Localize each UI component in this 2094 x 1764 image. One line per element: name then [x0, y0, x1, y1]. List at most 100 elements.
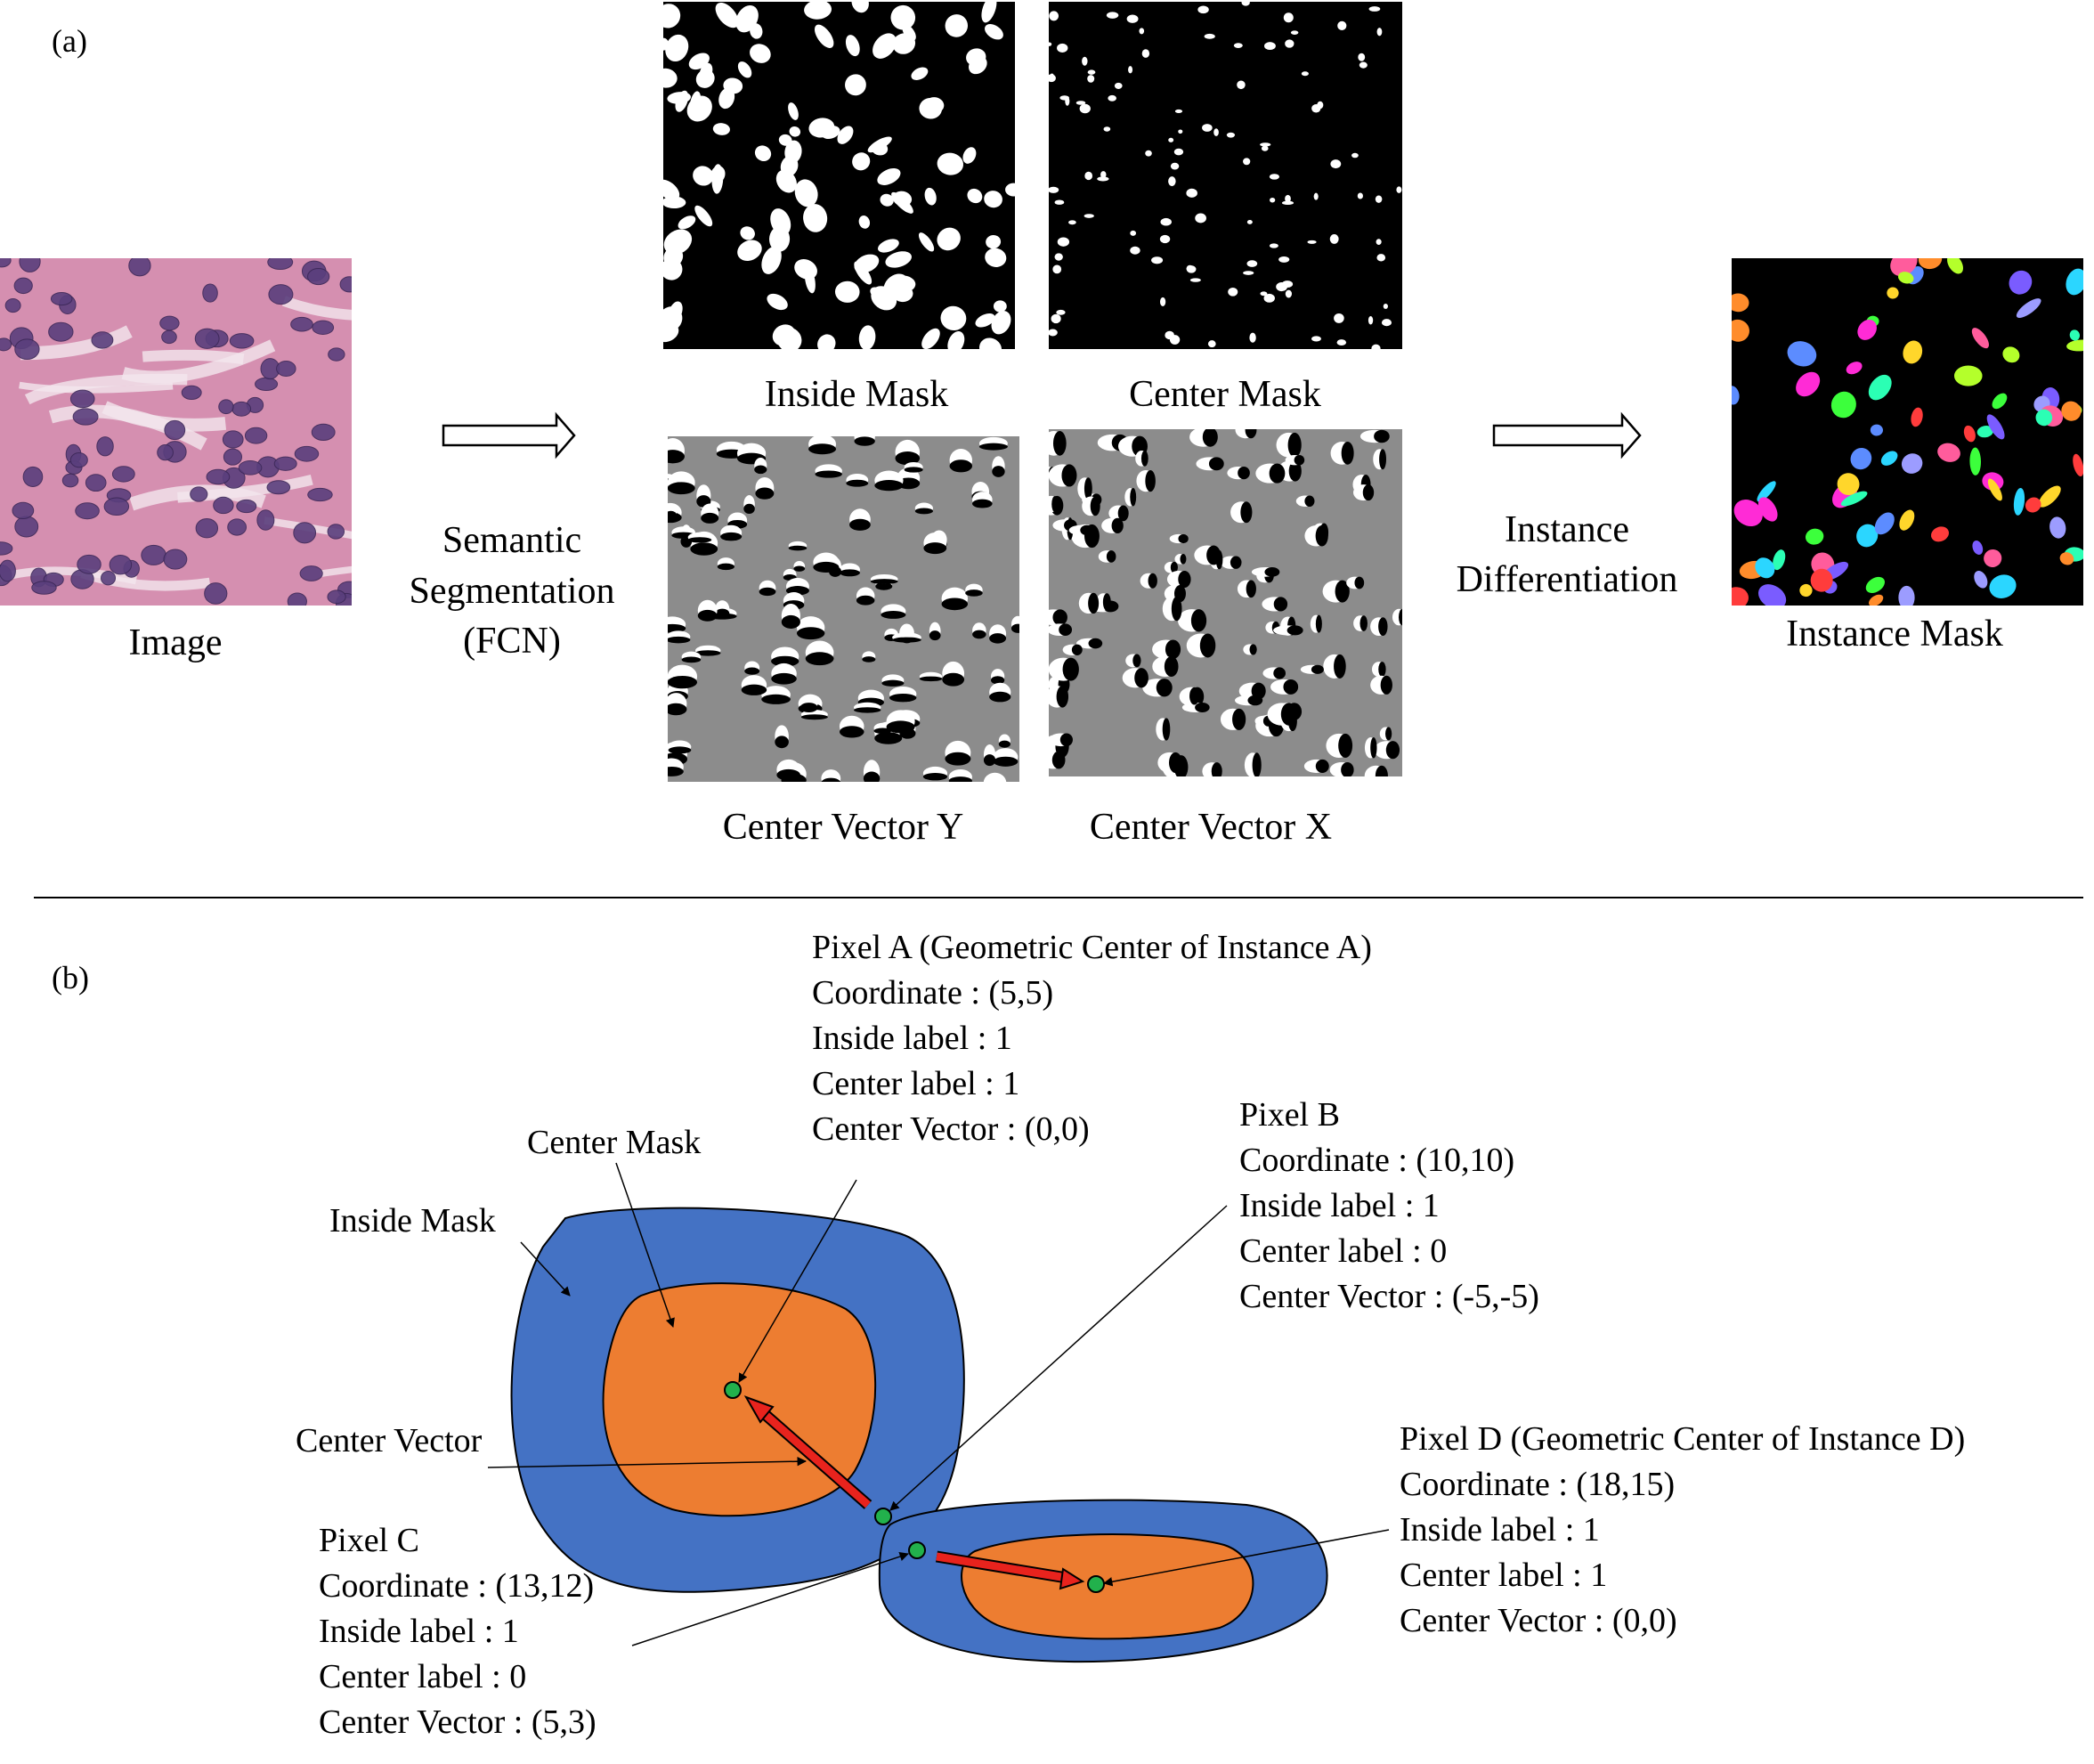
vector-x-dark [1304, 495, 1315, 508]
inside-blob [854, 261, 872, 285]
instance-blob [1838, 394, 1853, 411]
center-dot [1106, 12, 1119, 19]
vector-y-dark [942, 672, 965, 687]
center-dot [1130, 230, 1137, 236]
vector-x-dark [1380, 675, 1392, 695]
center-dot [1375, 195, 1383, 203]
instance-blob [1796, 371, 1821, 397]
nucleus [231, 401, 252, 417]
vector-y-dark [922, 773, 948, 781]
center-dot [1307, 240, 1317, 244]
center-dot [1128, 66, 1133, 74]
nucleus [164, 419, 186, 441]
center-dot [1168, 137, 1174, 142]
vector-x-dark [1178, 570, 1191, 589]
instance-blob [1856, 524, 1879, 548]
instance-diff-line2: Differentiation [1457, 559, 1678, 600]
nucleus [159, 315, 180, 331]
vector-x-dark [1170, 561, 1178, 573]
inside-blob [663, 196, 686, 209]
vector-y-dark [984, 783, 1007, 794]
center-dot [1186, 188, 1197, 198]
center-dot [1237, 80, 1246, 90]
vector-x-dark [1334, 654, 1346, 679]
instance-blob [1911, 407, 1923, 427]
vector-y-dark [965, 589, 983, 597]
center-dot [1243, 271, 1254, 275]
inside-blob [775, 169, 797, 193]
vector-y-dark [839, 726, 864, 738]
nucleus [157, 444, 174, 461]
vector-x-dark [1071, 644, 1083, 655]
vector-x-dark [1385, 741, 1400, 760]
vector-y-dark [983, 754, 996, 767]
instance-blob [2066, 339, 2083, 352]
pixel-a-coordinate: Coordinate : (5,5) [812, 974, 1053, 1012]
center-dot [1084, 214, 1094, 218]
inside-blob [667, 92, 691, 104]
instance-blob [2009, 270, 2033, 295]
vector-y-dark [813, 561, 840, 573]
nucleus [91, 331, 114, 349]
instance-blob [1869, 594, 1884, 606]
instance-blob [1837, 473, 1860, 496]
inside-blob [663, 4, 681, 28]
vector-x-dark [1335, 580, 1350, 603]
center-dot [1358, 53, 1366, 61]
vector-y-dark [972, 499, 993, 508]
center-dot [1049, 73, 1055, 80]
center-dot [1139, 28, 1145, 35]
instance-blob [2066, 268, 2083, 296]
nucleus [229, 333, 255, 349]
instance-blob [1773, 549, 1786, 571]
vector-x-dark [1341, 761, 1354, 776]
vector-y-dark [998, 740, 1010, 748]
nucleus [222, 430, 244, 449]
nucleus [69, 389, 95, 409]
inside-blob [902, 24, 916, 41]
vector-y-dark [948, 776, 972, 782]
inside-blob [663, 69, 674, 84]
inside-blob [968, 56, 987, 75]
vector-x-dark [1211, 762, 1222, 776]
nucleus [256, 509, 275, 531]
leader-pixel-c [631, 1551, 909, 1646]
vector-y-dark [668, 636, 691, 644]
inside-blob [663, 258, 683, 280]
inside-blob [883, 273, 909, 300]
vector-y-dark [874, 732, 903, 744]
stroma-fiber [281, 296, 352, 321]
instance-blob [1757, 497, 1778, 522]
inside-blob [878, 239, 899, 253]
center-vector-y-image [668, 436, 1019, 794]
vector-y-dark [741, 684, 767, 695]
center-dot [1261, 145, 1269, 151]
vector-y-dark [720, 532, 743, 541]
vector-y-dark [914, 508, 933, 515]
vector-x-dark [1117, 505, 1129, 522]
nucleus [255, 377, 279, 391]
leader-center-mask [615, 1162, 675, 1328]
instance-blob [2069, 329, 2081, 341]
nucleus [50, 291, 73, 306]
vector-c-head [1059, 1567, 1085, 1590]
center-dot [1368, 6, 1381, 12]
inside-blob [750, 23, 763, 39]
nucleus [101, 571, 117, 586]
inside-blob [978, 337, 1002, 349]
center-dot [1285, 194, 1291, 203]
center-dot [1197, 5, 1209, 14]
vector-x-dark [1338, 733, 1353, 758]
center-dot [1263, 293, 1275, 303]
inside-blob [663, 179, 680, 200]
vector-x-dark [1378, 617, 1388, 637]
center-dot [1100, 171, 1107, 178]
inside-blob [858, 325, 876, 349]
vector-y-dark [849, 518, 871, 531]
inside-blob [688, 53, 710, 70]
inside-blob [937, 227, 961, 251]
nucleus [328, 347, 345, 362]
vector-x-dark [1062, 657, 1079, 681]
inside-blob [937, 152, 964, 175]
instance-blob [1857, 319, 1877, 340]
